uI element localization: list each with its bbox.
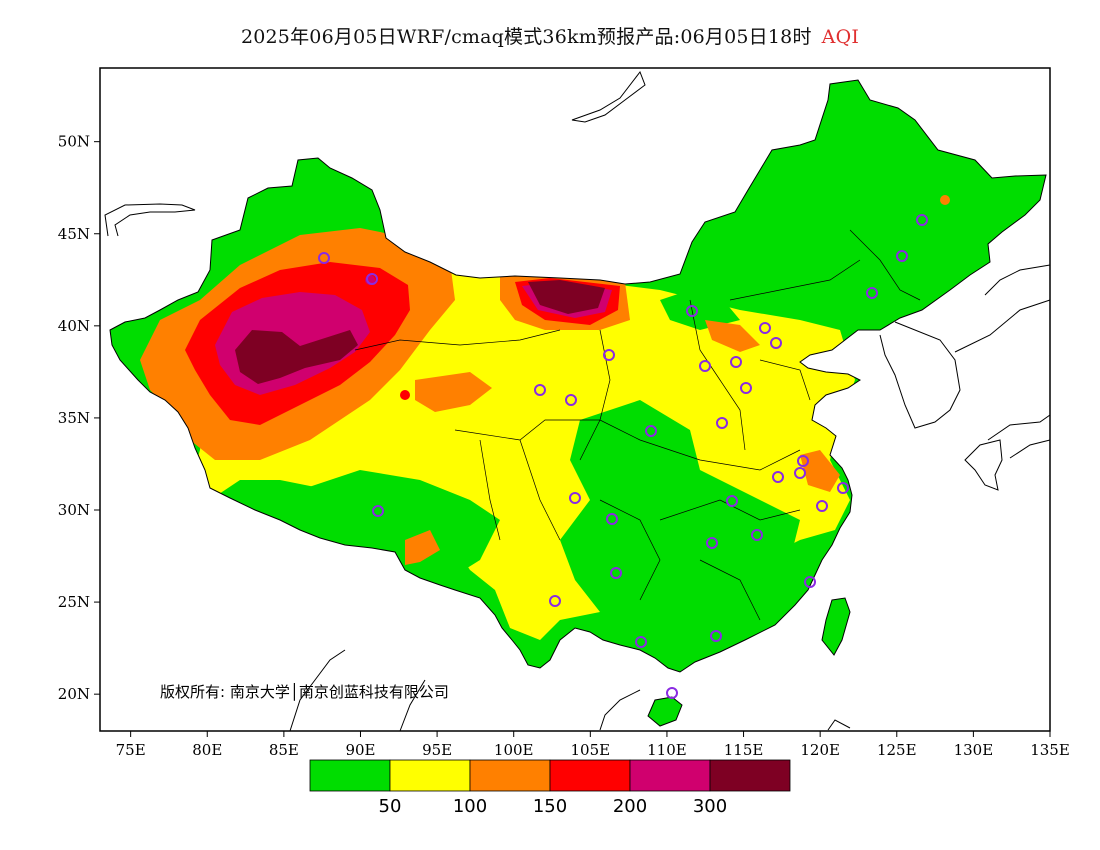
colorbar-label: 150	[533, 796, 567, 817]
x-tick-label: 115E	[724, 741, 764, 759]
x-tick-label: 135E	[1030, 741, 1070, 759]
aqi-band-hazardous-taklamakan	[235, 330, 358, 384]
station-marker	[549, 595, 561, 607]
station-marker	[610, 567, 622, 579]
colorbar-swatch	[629, 759, 711, 792]
station-marker	[896, 250, 908, 262]
station-marker	[772, 471, 784, 483]
map-frame	[99, 67, 1051, 732]
y-tick-label: 35N	[58, 409, 90, 427]
station-marker	[645, 425, 657, 437]
map-title-variable: AQI	[821, 26, 860, 48]
station-marker	[740, 382, 752, 394]
x-tick-label: 95E	[422, 741, 452, 759]
station-marker	[794, 467, 806, 479]
station-marker	[699, 360, 711, 372]
y-tick-label: 30N	[58, 501, 90, 519]
colorbar-label: 100	[453, 796, 487, 817]
colorbar-swatch	[709, 759, 791, 792]
aqi-band-good-south	[560, 400, 800, 612]
x-tick-label: 120E	[800, 741, 840, 759]
station-marker	[635, 636, 647, 648]
station-marker	[716, 417, 728, 429]
colorbar-swatch	[469, 759, 551, 792]
map-title-main: 2025年06月05日WRF/cmaq模式36km预报产品:06月05日18时	[240, 26, 812, 48]
station-marker	[837, 482, 849, 494]
station-marker	[797, 455, 809, 467]
taiwan-island	[821, 597, 851, 656]
colorbar-label: 300	[693, 796, 727, 817]
station-marker	[804, 576, 816, 588]
colorbar-label: 200	[613, 796, 647, 817]
aqi-band-hazardous-gobi	[528, 280, 605, 314]
x-tick-label: 105E	[571, 741, 611, 759]
x-tick-label: 90E	[345, 741, 375, 759]
station-marker	[569, 492, 581, 504]
station-marker	[666, 687, 678, 699]
aqi-band-good-north	[660, 290, 740, 330]
x-axis: 75E 80E 85E 90E 95E 100E 105E 110E 115E 120E 125E 1…	[116, 731, 1070, 759]
station-marker	[706, 537, 718, 549]
station-marker	[606, 513, 618, 525]
colorbar-label: 50	[379, 796, 402, 817]
aqi-band-usg-southwest	[405, 530, 440, 565]
station-marker	[726, 495, 738, 507]
station-marker	[603, 349, 615, 361]
province-boundaries	[354, 229, 921, 621]
station-marker	[730, 356, 742, 368]
copyright-text: 版权所有: 南京大学│南京创蓝科技有限公司	[160, 682, 449, 701]
y-tick-label: 45N	[58, 225, 90, 243]
colorbar-swatch	[389, 759, 471, 792]
x-tick-label: 125E	[877, 741, 917, 759]
x-tick-label: 110E	[647, 741, 687, 759]
x-tick-label: 100E	[494, 741, 534, 759]
y-tick-label: 50N	[58, 133, 90, 151]
hotspot-northeast	[940, 195, 950, 205]
aqi-band-usg-qinghai	[415, 372, 492, 412]
station-markers	[318, 214, 928, 699]
map-title: 2025年06月05日WRF/cmaq模式36km预报产品:06月05日18时 A…	[0, 22, 1100, 49]
station-marker	[866, 287, 878, 299]
x-tick-label: 85E	[269, 741, 299, 759]
station-marker	[770, 337, 782, 349]
station-marker	[366, 273, 378, 285]
station-marker	[686, 305, 698, 317]
station-marker	[318, 252, 330, 264]
station-marker	[751, 529, 763, 541]
colorbar-swatch	[549, 759, 631, 792]
aqi-band-good-tibet	[300, 470, 500, 585]
y-tick-label: 20N	[58, 685, 90, 703]
hotspot-qinghai	[400, 390, 410, 400]
y-tick-label: 40N	[58, 317, 90, 335]
station-marker	[534, 384, 546, 396]
x-tick-label: 130E	[954, 741, 994, 759]
station-marker	[816, 500, 828, 512]
station-marker	[372, 505, 384, 517]
colorbar-swatch	[309, 759, 391, 792]
station-marker	[710, 630, 722, 642]
aqi-band-usg-east	[800, 450, 840, 492]
station-marker	[916, 214, 928, 226]
y-tick-label: 25N	[58, 593, 90, 611]
station-marker	[565, 394, 577, 406]
x-tick-label: 75E	[116, 741, 146, 759]
x-tick-label: 80E	[192, 741, 222, 759]
y-axis: 20N 25N 30N 35N 40N 45N 50N	[58, 133, 100, 703]
aqi-band-usg-beijing	[705, 320, 760, 352]
station-marker	[759, 322, 771, 334]
colorbar: 50 100 150 200 300	[309, 759, 791, 817]
foreign-coastlines	[104, 70, 1051, 732]
